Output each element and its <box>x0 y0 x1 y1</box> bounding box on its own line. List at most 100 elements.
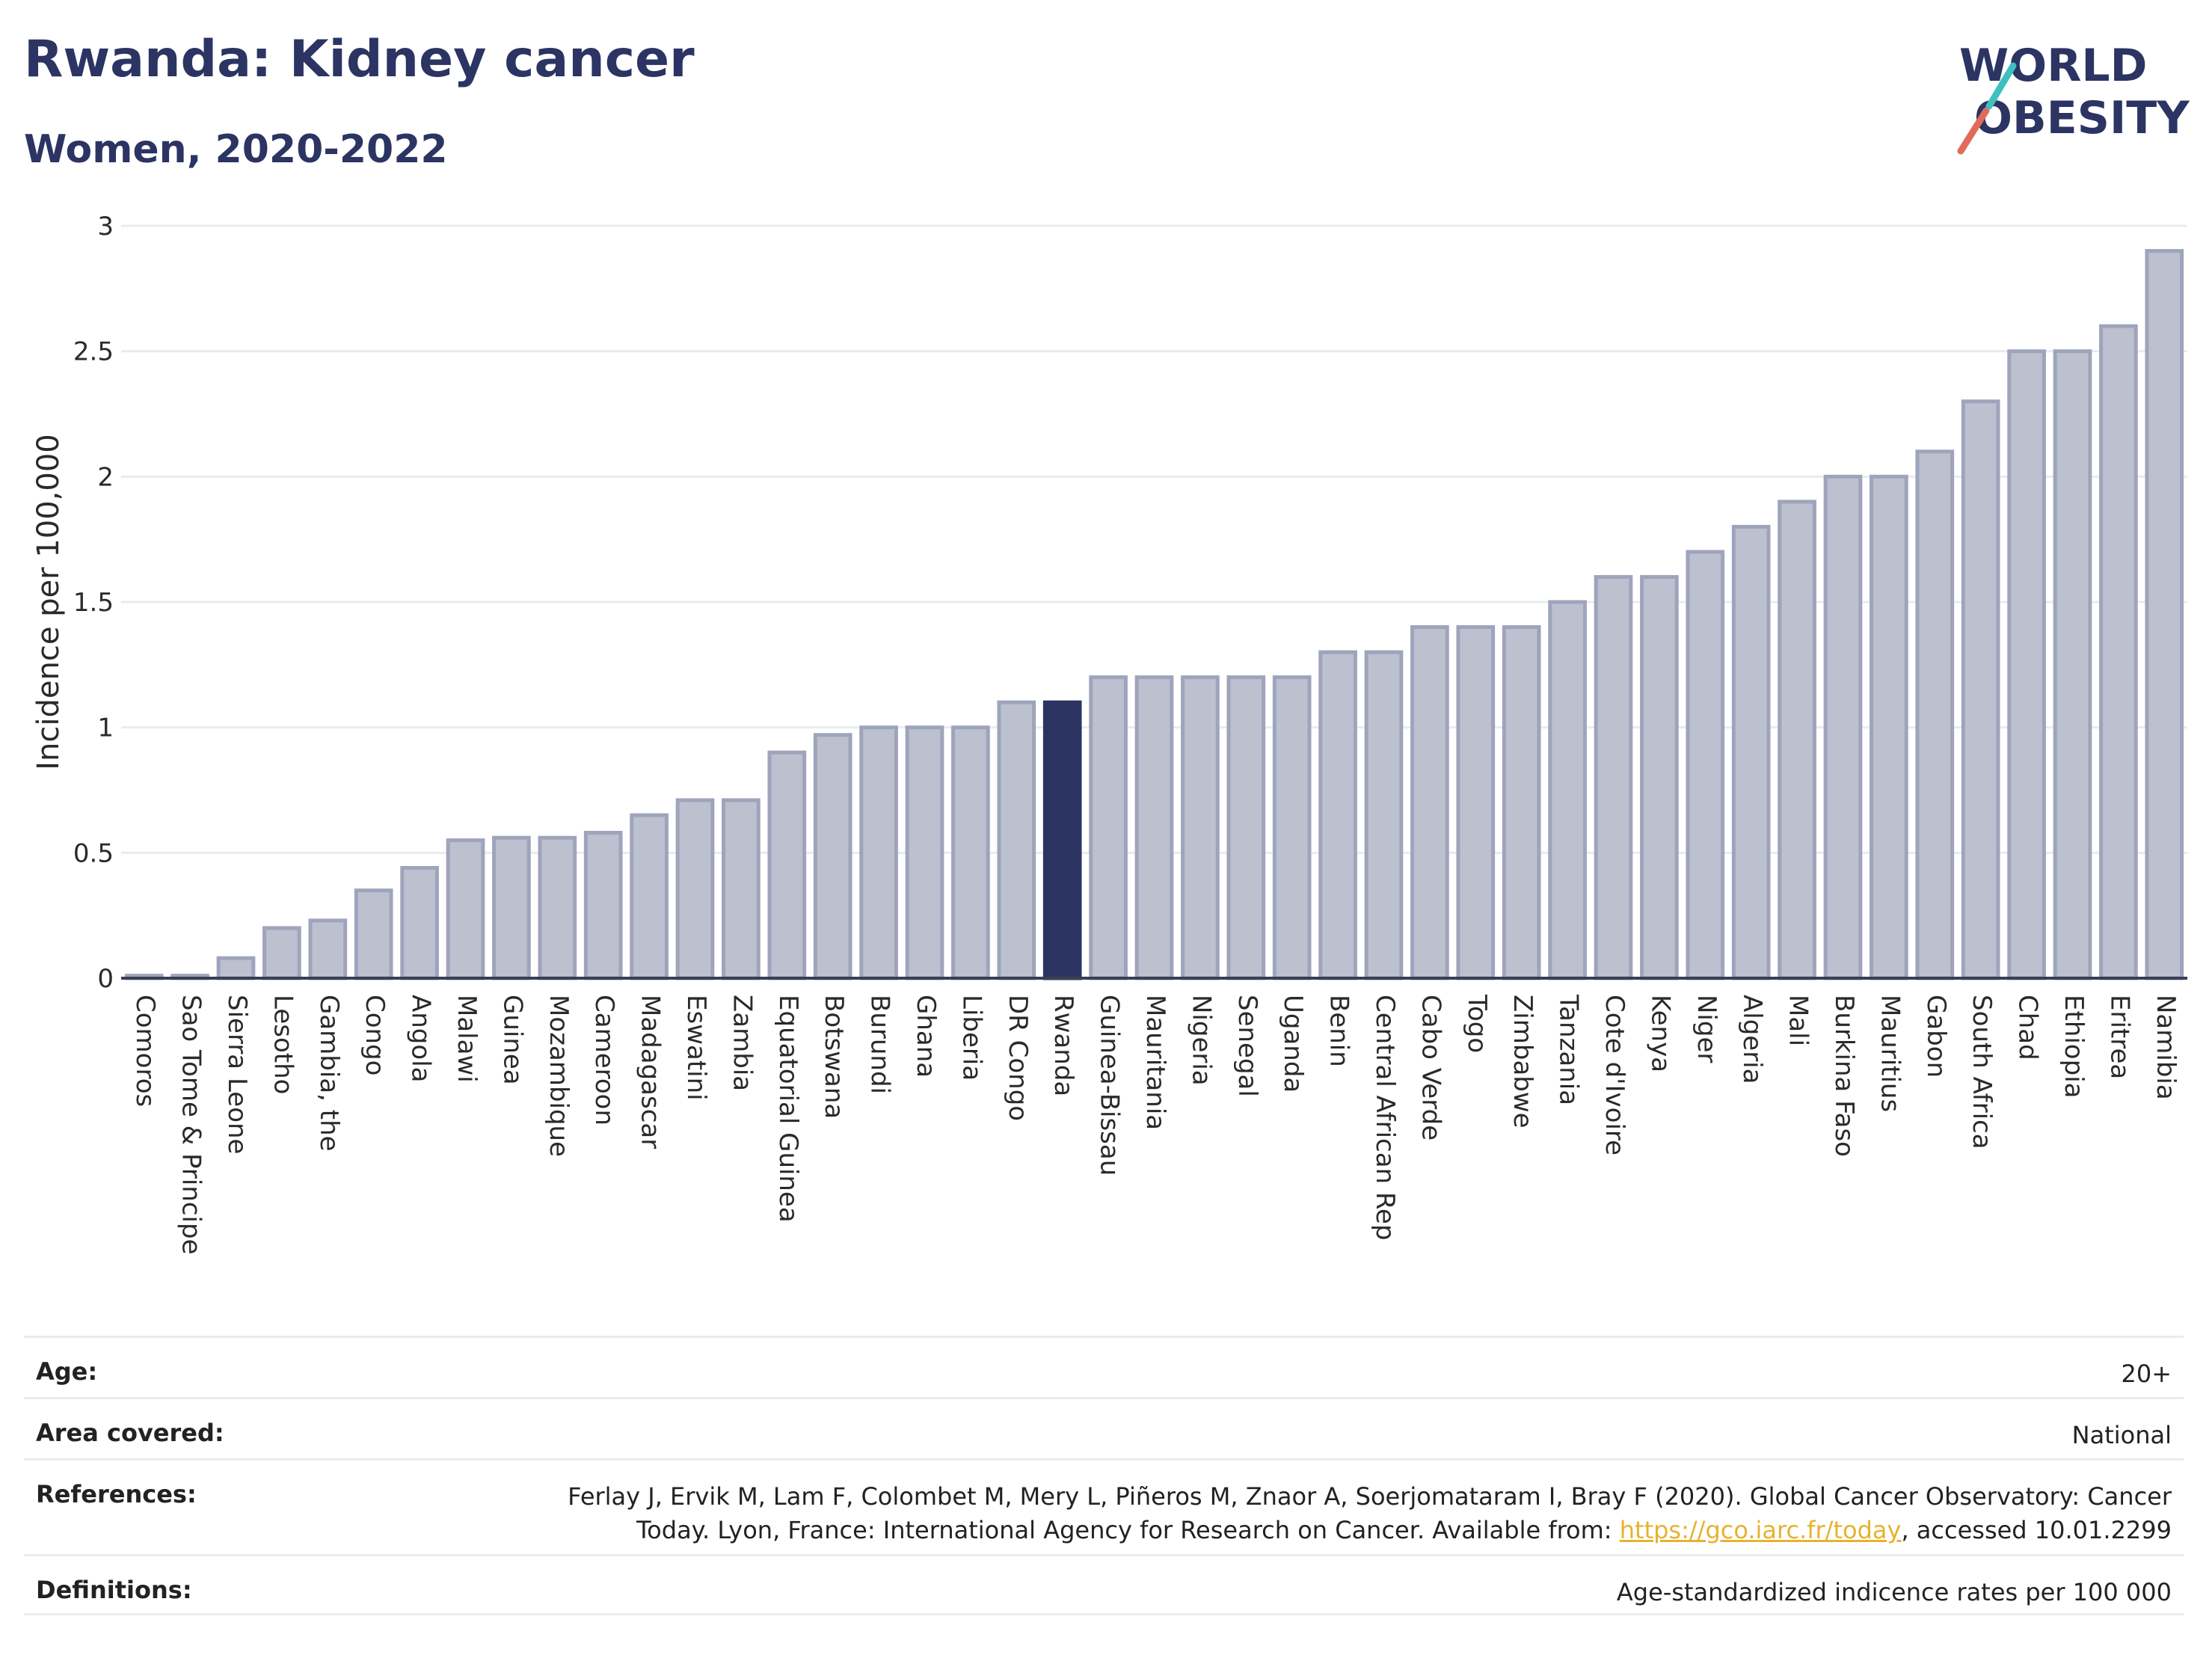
bar <box>1502 625 1541 980</box>
bar <box>216 956 256 980</box>
bar <box>400 865 439 980</box>
x-tick-label: Ghana <box>911 995 941 1078</box>
logo-slash-teal <box>1985 62 2017 110</box>
x-tick-label: Cameroon <box>589 995 619 1126</box>
y-tick-label: 0 <box>97 964 114 994</box>
x-tick-label: Eswatini <box>681 995 711 1101</box>
bar <box>813 733 852 980</box>
area-value: National <box>2071 1421 2172 1449</box>
x-tick-label: Gambia, the <box>314 995 344 1152</box>
bar <box>1181 675 1220 980</box>
x-tick-label: Gabon <box>1921 995 1951 1078</box>
bar <box>1823 474 1863 980</box>
x-tick-label: Algeria <box>1737 995 1767 1084</box>
bar <box>446 838 485 980</box>
x-tick-label: Mozambique <box>544 995 574 1157</box>
bar <box>2145 249 2184 980</box>
bar <box>1318 650 1357 980</box>
x-tick-label: Lesotho <box>268 995 298 1094</box>
labels: 0 0.5 1 1.5 2 2.5 3 Incidence per 100,000 Comoro… <box>31 212 2181 1255</box>
bar <box>1134 675 1174 980</box>
info-row-references: References: Ferlay J, Ervik M, Lam F, Co… <box>24 1458 2184 1554</box>
bar <box>1364 650 1404 980</box>
y-tick-label: 2.5 <box>73 337 114 367</box>
chart-title: Rwanda: Kidney cancer <box>24 30 695 89</box>
x-tick-label: Nigeria <box>1186 995 1216 1086</box>
bar <box>1686 550 1725 980</box>
bar <box>1226 675 1266 980</box>
y-axis-title: Incidence per 100,000 <box>31 434 66 770</box>
bar <box>1640 574 1679 980</box>
x-tick-label: Guinea-Bissau <box>1095 995 1125 1176</box>
area-label: Area covered: <box>36 1419 224 1447</box>
bar <box>859 725 898 980</box>
x-tick-label: Benin <box>1324 995 1354 1067</box>
bar <box>308 918 348 980</box>
bar <box>630 813 669 980</box>
x-tick-label: Eritrea <box>2104 995 2134 1079</box>
x-tick-label: Namibia <box>2151 995 2181 1100</box>
x-tick-label: Mauritania <box>1140 995 1170 1130</box>
bar <box>722 798 761 980</box>
y-tick-label: 3 <box>97 212 114 242</box>
bar <box>1870 474 1908 980</box>
x-tick-label: Mauritius <box>1875 995 1905 1112</box>
y-tick-label: 1.5 <box>73 588 114 618</box>
x-tick-label: Zimbabwe <box>1508 995 1537 1129</box>
references-value: Ferlay J, Ervik M, Lam F, Colombet M, Me… <box>526 1480 2172 1547</box>
bar <box>905 725 944 980</box>
references-accessed: , accessed 10.01.2299 <box>1901 1515 2172 1544</box>
references-link[interactable]: https://gco.iarc.fr/today <box>1619 1515 1902 1544</box>
x-tick-label: Burkina Faso <box>1829 995 1859 1157</box>
logo-line-1: WORLD <box>1959 40 2147 92</box>
info-row-definitions: Definitions: Age-standardized indicence … <box>24 1554 2184 1615</box>
x-tick-label: Botswana <box>819 995 849 1119</box>
x-tick-label: Uganda <box>1278 995 1308 1093</box>
x-tick-label: Cote d'Ivoire <box>1600 995 1629 1155</box>
bar <box>997 700 1036 980</box>
bar <box>538 835 577 980</box>
bar <box>1456 625 1496 980</box>
x-tick-label: Rwanda <box>1048 995 1078 1096</box>
x-tick-label: Cabo Verde <box>1416 995 1446 1140</box>
x-tick-label: Guinea <box>497 995 527 1085</box>
age-value: 20+ <box>2121 1360 2172 1388</box>
logo-slash-coral <box>1957 107 1990 155</box>
bar <box>1548 600 1587 980</box>
x-tick-label: Sao Tome & Principe <box>176 995 206 1255</box>
info-row-age: Age: 20+ <box>24 1336 2184 1397</box>
bar <box>492 835 531 980</box>
bar <box>1778 500 1816 980</box>
info-row-area: Area covered: National <box>24 1397 2184 1458</box>
age-label: Age: <box>36 1357 98 1386</box>
x-tick-label: Madagascar <box>636 995 666 1149</box>
x-tick-label: Central African Rep <box>1370 995 1400 1241</box>
y-tick-label: 1 <box>97 713 114 743</box>
x-tick-label: Liberia <box>956 995 986 1081</box>
bar <box>675 798 715 980</box>
y-tick-label: 2 <box>97 462 114 492</box>
references-label: References: <box>36 1480 197 1508</box>
bar <box>1915 449 1955 980</box>
bar <box>2099 324 2138 980</box>
x-tick-label: DR Congo <box>1003 995 1033 1121</box>
info-table: Age: 20+ Area covered: National Referenc… <box>24 1336 2184 1615</box>
bar <box>1961 399 2000 980</box>
x-tick-label: Burundi <box>865 995 895 1094</box>
x-tick-label: Chad <box>2013 995 2043 1060</box>
bar-chart: 0 0.5 1 1.5 2 2.5 3 Incidence per 100,000 Comoro… <box>31 212 2187 1255</box>
bars <box>124 249 2184 980</box>
x-tick-label: South Africa <box>1967 995 1997 1149</box>
x-tick-label: Mali <box>1784 995 1813 1046</box>
world-obesity-logo: WORLD OBESITY <box>1957 40 2190 155</box>
logo-line-2: OBESITY <box>1974 92 2190 144</box>
y-tick-label: 0.5 <box>73 838 114 868</box>
bar <box>1089 675 1128 980</box>
bar <box>1410 625 1449 980</box>
definitions-value: Age-standardized indicence rates per 100… <box>1616 1578 2172 1606</box>
chart-subtitle: Women, 2020-2022 <box>24 127 448 172</box>
x-tick-label: Niger <box>1692 995 1721 1063</box>
x-tick-label: Congo <box>360 995 390 1075</box>
x-tick-label: Equatorial Guinea <box>773 995 803 1223</box>
bar <box>1594 574 1633 980</box>
